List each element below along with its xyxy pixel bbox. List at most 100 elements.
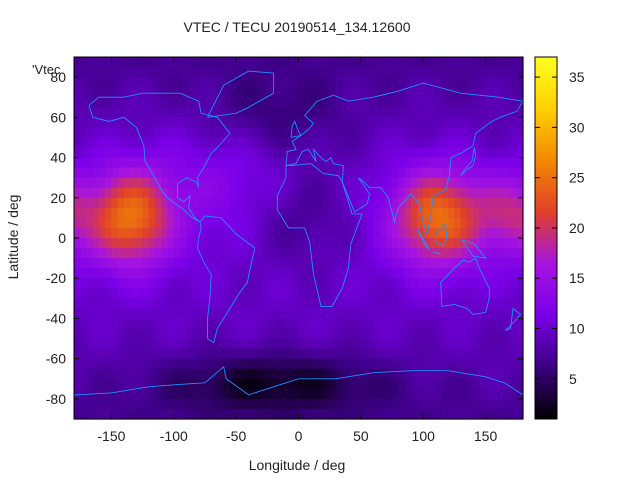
heatmap-cell: [360, 408, 368, 420]
heatmap-cell: [161, 57, 169, 68]
heatmap-cell: [155, 167, 162, 179]
heatmap-cell: [286, 227, 293, 239]
heatmap-cell: [217, 278, 225, 289]
heatmap-cell: [229, 57, 237, 68]
heatmap-cell: [398, 238, 406, 249]
heatmap-cell: [317, 177, 325, 189]
heatmap-cell: [323, 298, 331, 309]
heatmap-cell: [392, 328, 399, 340]
heatmap-cell: [80, 207, 88, 219]
heatmap-cell: [335, 308, 343, 320]
heatmap-cell: [342, 117, 349, 128]
heatmap-cell: [254, 358, 262, 370]
heatmap-cell: [329, 207, 337, 219]
heatmap-cell: [261, 117, 268, 128]
heatmap-cell: [385, 288, 393, 299]
heatmap-cell: [510, 388, 518, 400]
heatmap-cell: [335, 408, 343, 420]
heatmap-cell: [254, 127, 262, 139]
heatmap-cell: [217, 298, 225, 309]
heatmap-cell: [74, 207, 81, 219]
heatmap-cell: [192, 308, 200, 320]
heatmap-cell: [373, 298, 381, 309]
heatmap-cell: [448, 147, 456, 159]
heatmap-cell: [335, 338, 343, 350]
heatmap-cell: [198, 167, 206, 179]
heatmap-cell: [498, 238, 505, 249]
heatmap-cell: [111, 207, 119, 219]
heatmap-cell: [198, 338, 206, 350]
heatmap-cell: [348, 77, 356, 88]
heatmap-cell: [317, 268, 325, 279]
heatmap-cell: [161, 77, 169, 88]
heatmap-cell: [348, 308, 356, 320]
heatmap-cell: [161, 368, 169, 380]
heatmap-cell: [136, 227, 144, 239]
heatmap-cell: [286, 77, 293, 88]
heatmap-cell: [86, 227, 94, 239]
heatmap-cell: [310, 388, 318, 400]
heatmap-cell: [286, 398, 293, 410]
heatmap-cell: [504, 288, 512, 299]
heatmap-cell: [373, 308, 381, 320]
heatmap-cell: [473, 318, 480, 330]
heatmap-cell: [410, 398, 418, 410]
heatmap-cell: [148, 117, 156, 128]
heatmap-cell: [298, 57, 306, 68]
heatmap-cell: [466, 258, 474, 269]
heatmap-cell: [80, 328, 88, 340]
heatmap-cell: [335, 187, 343, 199]
heatmap-cell: [348, 197, 356, 209]
heatmap-cell: [111, 408, 119, 420]
heatmap-cell: [74, 147, 81, 159]
heatmap-cell: [354, 398, 362, 410]
heatmap-cell: [192, 137, 200, 149]
heatmap-cell: [111, 137, 119, 149]
heatmap-cell: [504, 67, 512, 78]
heatmap-cell: [74, 77, 81, 88]
heatmap-cell: [504, 127, 512, 139]
heatmap-cell: [373, 348, 381, 360]
heatmap-cell: [204, 318, 212, 330]
heatmap-cell: [136, 318, 144, 330]
heatmap-cell: [373, 328, 381, 340]
heatmap-cell: [292, 107, 300, 118]
heatmap-cell: [273, 127, 281, 139]
heatmap-cell: [335, 207, 343, 219]
heatmap-cell: [498, 57, 505, 68]
heatmap-cell: [416, 368, 424, 380]
x-tick-label: -100: [160, 428, 188, 444]
heatmap-cell: [292, 67, 300, 78]
heatmap-cell: [217, 217, 225, 229]
heatmap-cell: [105, 258, 113, 269]
heatmap-cell: [80, 338, 88, 350]
heatmap-cell: [173, 358, 181, 370]
heatmap-cell: [329, 97, 337, 108]
heatmap-cell: [242, 227, 250, 239]
heatmap-cell: [155, 147, 162, 159]
heatmap-cell: [342, 137, 349, 149]
colorbar: [534, 56, 558, 420]
heatmap-cell: [510, 127, 518, 139]
heatmap-cell: [423, 338, 431, 350]
heatmap-cell: [173, 368, 181, 380]
heatmap-cell: [254, 378, 262, 390]
heatmap-cell: [435, 107, 443, 118]
heatmap-cell: [348, 348, 356, 360]
heatmap-cell: [310, 177, 318, 189]
heatmap-cell: [261, 318, 268, 330]
heatmap-cell: [167, 258, 175, 269]
heatmap-cell: [504, 298, 512, 309]
heatmap-cell: [86, 107, 94, 118]
heatmap-cell: [86, 288, 94, 299]
heatmap-cell: [117, 97, 125, 108]
heatmap-cell: [267, 328, 275, 340]
heatmap-cell: [136, 338, 144, 350]
heatmap-cell: [80, 368, 88, 380]
coastline: [416, 227, 430, 251]
heatmap-cell: [211, 147, 219, 159]
heatmap-cell: [416, 97, 424, 108]
heatmap-cell: [111, 97, 119, 108]
heatmap-cell: [186, 207, 194, 219]
heatmap-cell: [423, 97, 431, 108]
